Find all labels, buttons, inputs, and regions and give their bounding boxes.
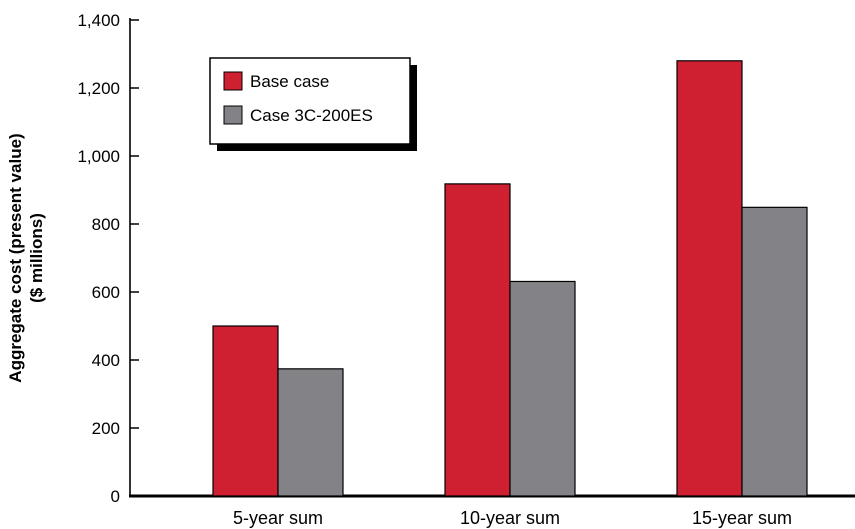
bar-base-case bbox=[444, 183, 511, 497]
y-tick-label: 600 bbox=[92, 283, 120, 302]
legend-swatch bbox=[223, 105, 243, 125]
y-tick-label: 1,000 bbox=[77, 147, 120, 166]
legend: Base case Case 3C-200ES bbox=[209, 57, 417, 151]
bar-base-case bbox=[212, 325, 279, 497]
y-tick-label: 200 bbox=[92, 419, 120, 438]
legend-label: Case 3C-200ES bbox=[250, 106, 373, 125]
y-tick-label: 400 bbox=[92, 351, 120, 370]
y-tick-label: 800 bbox=[92, 215, 120, 234]
plot-area: 0 200 400 600 800 1,000 1,200 1,400 5-year sum 10… bbox=[77, 11, 855, 528]
y-tick-label: 1,200 bbox=[77, 79, 120, 98]
legend-box bbox=[209, 57, 411, 145]
bar-case-3c-200es bbox=[509, 280, 576, 497]
y-axis-label-line-2: ($ millions) bbox=[27, 213, 46, 303]
x-tick-label: 10-year sum bbox=[460, 508, 560, 528]
bar-case-3c-200es bbox=[277, 368, 344, 497]
legend-swatch bbox=[223, 71, 243, 91]
x-tick-label: 15-year sum bbox=[692, 508, 792, 528]
y-tick-label: 1,400 bbox=[77, 11, 120, 30]
y-tick-label: 0 bbox=[111, 487, 120, 506]
bar-base-case bbox=[676, 60, 743, 497]
legend-label: Base case bbox=[250, 72, 329, 91]
x-tick-label: 5-year sum bbox=[233, 508, 323, 528]
bar-case-3c-200es bbox=[741, 206, 808, 497]
y-axis-label-line-1: Aggregate cost (present value) bbox=[6, 133, 25, 382]
